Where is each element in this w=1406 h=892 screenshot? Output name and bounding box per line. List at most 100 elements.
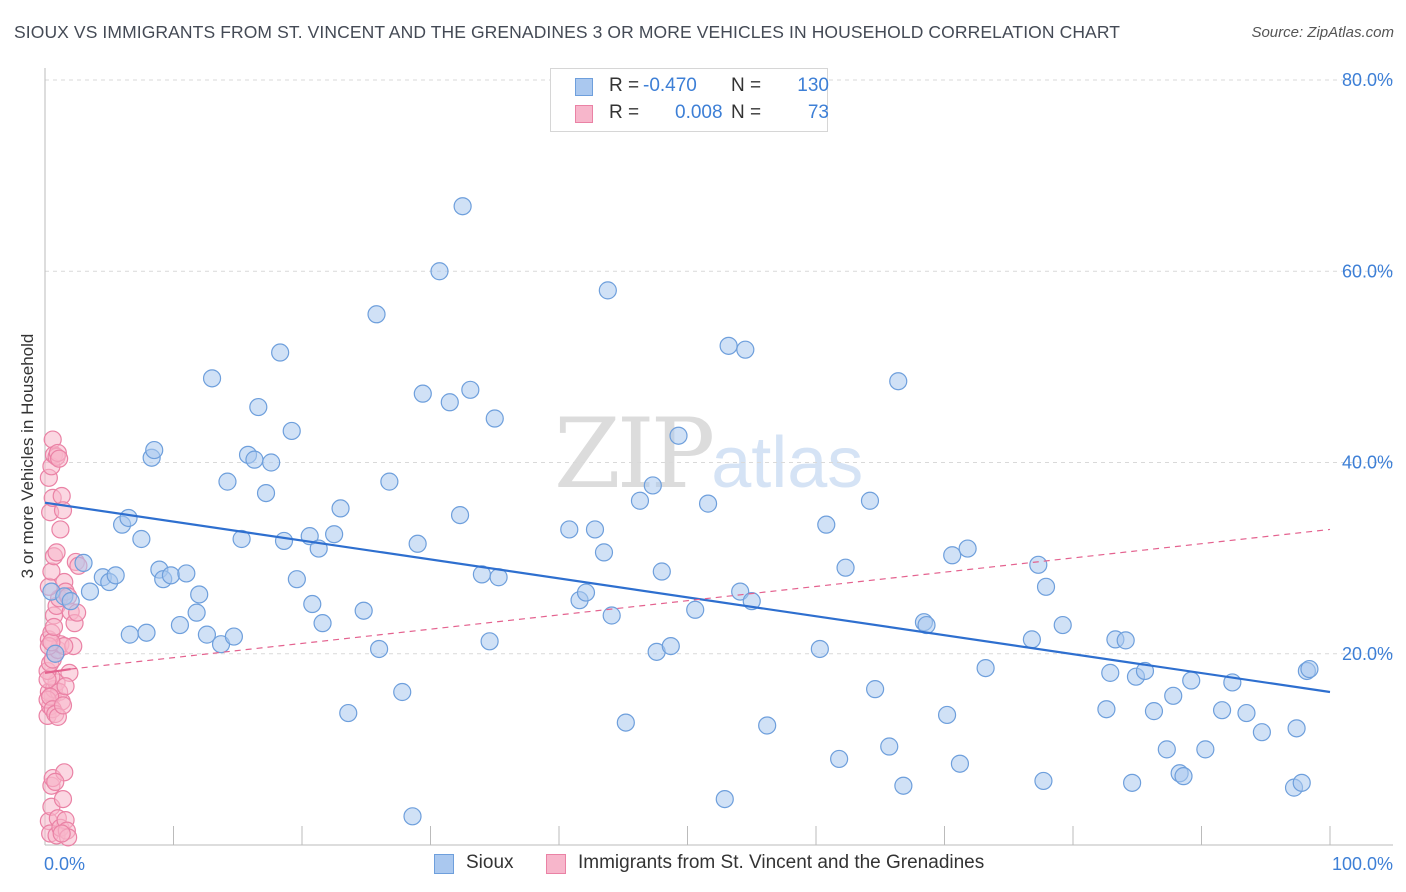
data-point-sioux: [661, 636, 680, 656]
data-point-sioux: [669, 426, 688, 445]
data-point-sioux: [950, 754, 970, 773]
bottom-legend-swatch-immigrants: [546, 854, 566, 874]
legend-swatch-immigrants: [575, 105, 593, 123]
data-point-sioux: [1097, 700, 1116, 719]
data-point-sioux: [393, 682, 412, 702]
y-tick-label: 40.0%: [1342, 453, 1393, 473]
series-immigrants-points: [38, 430, 88, 847]
legend-swatch-sioux: [575, 78, 593, 96]
data-point-immigrants: [50, 449, 69, 468]
data-point-sioux: [1252, 723, 1271, 742]
data-point-sioux: [598, 281, 617, 300]
data-point-immigrants: [46, 772, 65, 791]
data-point-sioux: [1022, 630, 1041, 649]
correlation-legend: R = -0.470 N = 130 R = 0.008 N = 73: [550, 68, 829, 132]
data-point-sioux: [1287, 719, 1306, 738]
data-point-sioux: [480, 632, 499, 651]
data-point-sioux: [1101, 663, 1120, 682]
data-point-sioux: [331, 499, 350, 518]
data-point-sioux: [218, 472, 237, 491]
data-point-sioux: [643, 476, 662, 495]
data-point-sioux: [274, 531, 294, 551]
legend-r-label: R =: [609, 75, 640, 96]
y-tick-label: 60.0%: [1342, 261, 1393, 281]
data-point-sioux: [177, 564, 196, 583]
data-point-sioux: [817, 515, 836, 534]
data-point-sioux: [74, 553, 93, 573]
data-point-sioux: [1300, 659, 1319, 679]
data-point-sioux: [943, 546, 962, 565]
data-point-sioux: [430, 262, 449, 281]
legend-n-value: 73: [807, 102, 829, 123]
data-point-sioux: [937, 705, 957, 725]
data-point-sioux: [758, 716, 777, 735]
data-point-sioux: [830, 749, 849, 769]
data-point-immigrants: [53, 696, 73, 715]
bottom-legend-label-immigrants: Immigrants from St. Vincent and the Gren…: [578, 852, 985, 873]
data-point-sioux: [652, 562, 671, 581]
data-point-sioux: [282, 421, 301, 441]
data-point-sioux: [719, 336, 738, 355]
data-point-sioux: [1212, 701, 1232, 720]
data-point-sioux: [325, 525, 344, 544]
data-point-immigrants: [51, 520, 70, 539]
data-point-sioux: [1164, 686, 1183, 705]
data-point-sioux: [161, 566, 181, 585]
data-point-sioux: [367, 305, 386, 324]
legend-n-label: N =: [731, 75, 762, 96]
data-point-sioux: [686, 600, 705, 619]
data-point-sioux: [602, 606, 621, 625]
data-point-sioux: [137, 623, 156, 642]
series-sioux-points: [42, 197, 1319, 826]
x-tick-label: 0.0%: [44, 854, 85, 874]
data-point-sioux: [197, 625, 217, 644]
data-point-sioux: [1135, 661, 1155, 681]
data-point-sioux: [453, 197, 472, 216]
legend-r-label: R =: [609, 102, 640, 123]
data-point-immigrants: [44, 617, 64, 637]
data-point-sioux: [1034, 771, 1053, 791]
data-point-sioux: [256, 484, 276, 503]
data-point-sioux: [1174, 767, 1193, 786]
data-point-sioux: [249, 397, 268, 417]
y-tick-label: 80.0%: [1342, 70, 1393, 90]
data-point-sioux: [461, 380, 480, 399]
data-point-sioux: [408, 534, 427, 553]
data-point-sioux: [190, 585, 209, 604]
data-point-sioux: [585, 520, 605, 539]
data-point-sioux: [339, 703, 358, 723]
data-point-sioux: [594, 543, 614, 562]
data-point-sioux: [119, 508, 138, 528]
data-point-sioux: [80, 582, 100, 601]
data-point-sioux: [1036, 577, 1056, 596]
data-point-sioux: [1157, 740, 1176, 759]
data-point-sioux: [1182, 671, 1201, 690]
data-point-immigrants: [53, 789, 73, 809]
data-point-sioux: [576, 583, 596, 602]
trend-line-immigrants-extended: [70, 528, 1331, 670]
data-point-sioux: [860, 491, 880, 510]
legend-n-label: N =: [731, 102, 762, 123]
watermark-zip: ZIP: [554, 398, 715, 510]
data-point-sioux: [866, 680, 885, 699]
data-point-immigrants: [38, 670, 57, 689]
data-point-sioux: [202, 369, 222, 388]
data-point-sioux: [560, 520, 579, 539]
data-point-sioux: [698, 494, 718, 513]
data-point-sioux: [958, 539, 977, 558]
data-point-sioux: [224, 627, 243, 646]
data-point-sioux: [1292, 773, 1311, 792]
data-point-sioux: [413, 384, 432, 403]
legend-r-value: -0.470: [643, 75, 697, 96]
x-tick-label: 100.0%: [1332, 854, 1393, 874]
data-point-sioux: [1237, 703, 1256, 723]
data-point-sioux: [485, 409, 504, 428]
data-point-sioux: [313, 614, 332, 633]
data-point-sioux: [403, 807, 422, 826]
data-point-sioux: [736, 340, 755, 359]
data-point-sioux: [894, 776, 913, 795]
data-point-sioux: [450, 505, 470, 525]
data-point-immigrants: [47, 543, 66, 562]
data-point-sioux: [1144, 702, 1164, 721]
bottom-legend-label-sioux: Sioux: [466, 852, 514, 873]
